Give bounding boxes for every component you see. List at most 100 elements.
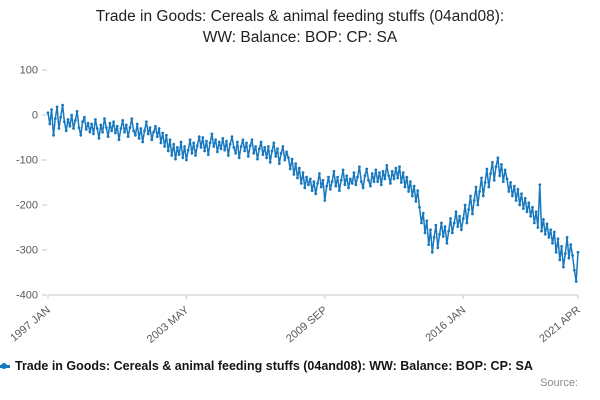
data-point — [542, 218, 545, 221]
data-point — [175, 146, 179, 149]
data-point — [389, 182, 392, 185]
data-point — [190, 151, 194, 155]
data-point — [565, 236, 569, 239]
data-point — [197, 135, 201, 138]
data-point — [248, 144, 252, 147]
y-tick-label: 0 — [32, 110, 38, 122]
data-point — [95, 127, 99, 130]
data-point — [385, 164, 389, 167]
data-point — [59, 115, 63, 119]
chart-title-line-1: Trade in Goods: Cereals & animal feeding… — [95, 8, 505, 25]
data-point — [376, 180, 380, 184]
data-point — [445, 241, 449, 245]
data-point — [560, 245, 563, 248]
data-point — [476, 203, 480, 207]
data-point — [511, 194, 514, 198]
data-point — [283, 158, 287, 162]
data-point — [72, 127, 75, 130]
data-point — [449, 217, 452, 220]
data-point — [440, 221, 443, 225]
data-point — [52, 133, 55, 137]
data-point — [61, 103, 64, 107]
data-point — [310, 189, 314, 193]
data-point — [152, 130, 156, 134]
data-point — [336, 175, 339, 179]
data-point — [481, 194, 485, 198]
data-point — [119, 127, 123, 130]
data-point — [296, 176, 299, 180]
chart-title: Trade in Goods: Cereals & animal feeding… — [0, 6, 600, 48]
data-point — [263, 146, 267, 149]
data-point — [94, 118, 97, 121]
data-point — [186, 148, 190, 152]
data-point — [396, 176, 400, 180]
data-point — [219, 147, 223, 151]
data-point — [441, 235, 445, 238]
data-point — [412, 184, 416, 188]
data-point — [374, 168, 378, 172]
data-point — [420, 221, 423, 225]
data-point — [55, 105, 59, 109]
data-point — [436, 246, 440, 250]
data-point — [276, 147, 279, 151]
data-point — [155, 135, 159, 138]
data-point — [410, 194, 414, 198]
data-point — [540, 229, 543, 233]
data-point — [434, 223, 438, 227]
data-point — [350, 182, 354, 185]
data-point — [66, 118, 70, 121]
data-point — [110, 129, 114, 133]
data-point — [354, 183, 358, 187]
data-point — [267, 145, 270, 148]
data-point — [252, 151, 256, 155]
data-point — [92, 132, 95, 136]
data-point — [489, 172, 492, 175]
data-point — [287, 156, 290, 160]
data-point — [259, 140, 263, 144]
data-point — [332, 169, 336, 173]
data-point — [225, 139, 228, 143]
data-point — [556, 237, 560, 241]
data-point — [148, 126, 152, 129]
data-point — [343, 183, 347, 187]
data-point — [358, 165, 361, 169]
data-point — [226, 154, 230, 157]
data-point — [545, 222, 549, 226]
data-point — [500, 163, 503, 166]
data-point — [48, 122, 52, 126]
data-point — [319, 185, 323, 189]
x-tick-label: 2016 JAN — [423, 304, 468, 344]
data-point — [86, 121, 90, 125]
data-point — [237, 156, 241, 160]
data-point — [573, 268, 576, 272]
data-point — [409, 180, 412, 184]
data-point — [123, 130, 126, 134]
data-point — [483, 181, 487, 184]
data-point — [523, 196, 527, 200]
data-point — [383, 177, 387, 181]
data-point — [135, 122, 139, 126]
data-point — [527, 201, 531, 205]
data-point — [334, 184, 338, 188]
data-point — [443, 225, 447, 229]
data-point — [491, 160, 494, 164]
data-point — [485, 167, 489, 171]
data-point — [554, 250, 558, 254]
data-point — [88, 130, 92, 134]
data-point — [130, 117, 134, 120]
data-point — [134, 133, 137, 137]
data-point — [394, 166, 398, 170]
data-point — [84, 128, 88, 131]
data-point — [456, 225, 460, 229]
data-point — [232, 146, 236, 149]
data-point — [318, 172, 321, 175]
data-point — [307, 183, 310, 187]
data-point — [285, 150, 288, 154]
data-point — [356, 175, 359, 179]
data-point — [299, 182, 303, 185]
data-point — [507, 190, 511, 193]
data-point — [81, 120, 84, 124]
data-point — [405, 175, 409, 179]
data-point — [576, 250, 580, 254]
data-point — [97, 137, 101, 140]
